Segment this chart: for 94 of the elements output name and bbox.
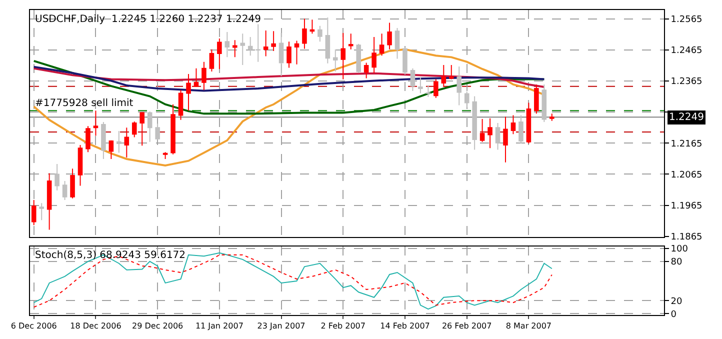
candlestick: [108, 140, 114, 160]
candlestick: [426, 84, 431, 98]
candlestick: [209, 48, 214, 72]
candlestick: [394, 28, 400, 60]
candlestick: [93, 110, 98, 136]
ref-line-label: #1775928 sell limit: [35, 98, 134, 109]
candlestick: [31, 199, 36, 226]
line-series: [32, 67, 546, 88]
candlestick: [240, 33, 246, 66]
candlestick: [434, 78, 438, 98]
candlestick: [178, 90, 184, 120]
candlestick: [46, 172, 52, 230]
line-series: [32, 66, 546, 92]
candlestick: [302, 18, 307, 50]
chart-title: USDCHF,Daily 1.2245 1.2260 1.2237 1.2249: [35, 14, 261, 25]
y-tick-label: 100: [670, 244, 688, 254]
x-tick-label: 14 Feb 2007: [380, 322, 430, 331]
candlestick: [402, 47, 408, 76]
candlestick: [364, 62, 369, 79]
candlestick: [194, 68, 199, 88]
candlestick: [132, 120, 137, 138]
candlestick: [162, 152, 168, 160]
candlestick: [387, 22, 392, 50]
x-tick-label: 26 Feb 2007: [442, 322, 492, 331]
candlestick: [39, 202, 44, 221]
x-tick-label: 23 Jan 2007: [257, 322, 306, 331]
candlestick: [78, 144, 83, 186]
candlestick: [503, 116, 508, 163]
y-tick-label: 1.2465: [670, 46, 702, 56]
candlestick: [263, 30, 268, 57]
candlestick: [116, 130, 122, 154]
candlestick: [456, 66, 462, 106]
y-tick-label: 1.2565: [670, 15, 702, 26]
candlestick: [464, 91, 470, 108]
candlestick: [542, 84, 547, 123]
y-tick-label: 1.2365: [670, 77, 702, 88]
candlestick: [325, 16, 330, 64]
candlestick: [372, 36, 376, 74]
candlestick: [480, 118, 485, 142]
ref-line-label: 1.2249: [669, 112, 704, 123]
candlestick: [356, 43, 361, 74]
candlestick: [186, 73, 191, 112]
candlestick: [495, 122, 500, 150]
candlestick: [379, 33, 384, 56]
y-tick-label: 20: [670, 296, 683, 307]
y-tick-label: 1.2065: [670, 170, 702, 180]
x-tick-label: 6 Dec 2006: [10, 322, 57, 331]
candlestick: [410, 68, 416, 92]
candlestick: [224, 32, 230, 58]
candlestick: [170, 104, 176, 155]
candlestick: [256, 24, 260, 62]
candlestick: [510, 114, 516, 135]
candlestick: [248, 36, 253, 56]
candlestick: [155, 123, 160, 140]
x-tick-label: 18 Dec 2006: [70, 322, 122, 331]
candlestick: [232, 40, 238, 58]
candlestick: [147, 111, 152, 142]
candlestick: [310, 19, 315, 34]
candlestick: [86, 126, 90, 153]
candlestick: [418, 77, 423, 94]
candlestick: [318, 25, 322, 42]
candlestick: [202, 61, 206, 91]
candlestick: [140, 112, 144, 146]
candlestick: [54, 163, 60, 191]
x-tick-label: 29 Dec 2006: [132, 322, 184, 331]
candlestick: [526, 102, 532, 144]
candlestick: [534, 84, 539, 114]
y-tick-label: 1.1865: [670, 232, 702, 242]
x-tick-label: 8 Mar 2007: [506, 322, 552, 331]
candlestick: [518, 114, 524, 144]
x-tick-label: 2 Feb 2007: [320, 322, 366, 331]
x-tick-label: 11 Jan 2007: [195, 322, 244, 331]
candlestick: [550, 113, 554, 122]
candlestick: [286, 41, 292, 68]
candlestick: [271, 30, 276, 52]
chart-title: Stoch(8,5,3) 68.9243 59.6172: [35, 250, 186, 261]
candlestick: [294, 40, 300, 65]
candlestick: [448, 64, 454, 80]
y-tick-label: 1.2165: [670, 139, 702, 150]
candlestick: [488, 118, 492, 149]
candlestick: [278, 32, 284, 77]
candlestick: [441, 64, 446, 88]
candlestick: [62, 180, 68, 200]
candlestick: [348, 33, 354, 50]
candlestick: [70, 168, 75, 199]
candlestick: [340, 32, 346, 80]
candlestick: [472, 96, 477, 150]
candlestick: [333, 48, 338, 72]
y-tick-label: 0: [670, 310, 677, 320]
y-tick-label: 1.1965: [670, 201, 702, 212]
y-tick-label: 80: [670, 258, 683, 268]
candlestick: [217, 38, 222, 70]
candlestick: [101, 122, 106, 160]
candlestick: [124, 127, 130, 158]
